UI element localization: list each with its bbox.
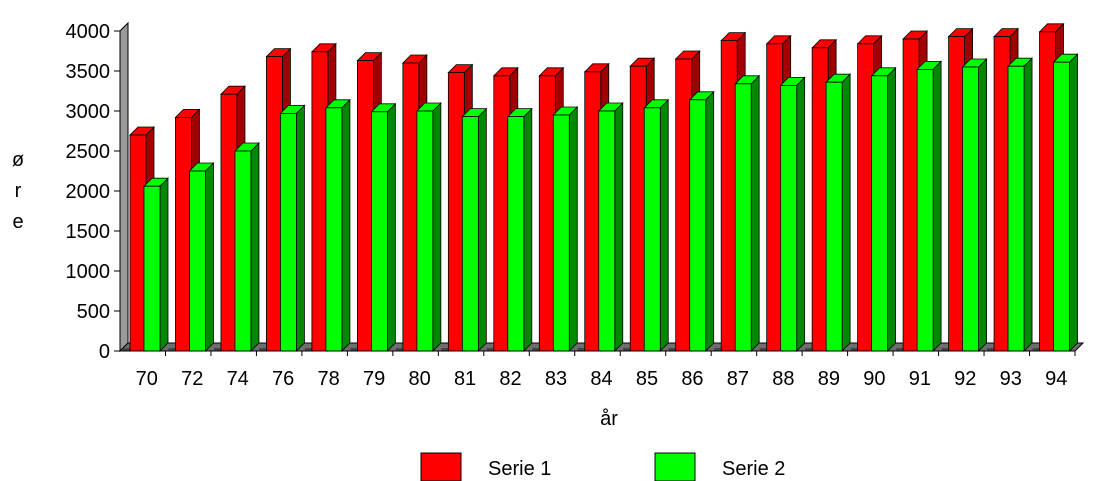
bar-serie-2 — [597, 102, 624, 352]
floor-marker — [168, 348, 179, 351]
bar-serie-2 — [415, 102, 442, 352]
legend-label: Serie 1 — [488, 458, 551, 480]
bar-serie-2 — [961, 58, 988, 352]
y-tick-label: 2000 — [66, 181, 111, 203]
floor-marker — [395, 348, 406, 351]
floor-marker — [304, 348, 315, 351]
floor-marker — [896, 348, 907, 351]
y-tick-label: 500 — [77, 301, 110, 323]
bar-serie-2 — [916, 60, 943, 352]
bar-serie-2 — [870, 66, 897, 352]
y-axis-title-letter: ø — [12, 149, 24, 171]
x-tick-label: 78 — [318, 368, 340, 390]
x-tick-label: 81 — [454, 368, 476, 390]
floor-marker — [1032, 348, 1043, 351]
x-tick-label: 89 — [818, 368, 840, 390]
bar-serie-2 — [188, 162, 215, 352]
x-tick-label: 88 — [772, 368, 794, 390]
bar-serie-2 — [552, 106, 579, 352]
x-tick-label: 76 — [272, 368, 294, 390]
x-tick-label: 82 — [499, 368, 521, 390]
bar-serie-2 — [370, 102, 397, 352]
x-tick-labels: 70 72 74 76 78 79 80 81 82 83 84 85 86 87 88 89 90 91 92 93… — [120, 350, 1076, 390]
y-tick-label: 1000 — [66, 261, 111, 283]
legend-item: Serie 1 — [420, 452, 551, 481]
floor-marker — [123, 348, 133, 351]
bar-serie-2 — [506, 107, 533, 352]
floor-marker — [714, 348, 725, 351]
legend: Serie 1 Serie 2 — [420, 452, 785, 481]
bar-serie-2 — [324, 98, 351, 352]
floor-marker — [805, 348, 816, 351]
floor-marker — [987, 348, 998, 351]
left-wall — [119, 21, 129, 353]
floor-marker — [577, 348, 588, 351]
bar-serie-2 — [461, 107, 488, 352]
y-axis-title-letter: e — [12, 211, 23, 233]
floor-marker — [941, 348, 952, 351]
y-axis-title-letter: r — [15, 180, 22, 202]
floor-marker — [350, 348, 361, 351]
floor-marker — [213, 348, 224, 351]
floor-marker — [486, 348, 497, 351]
y-tick-label: 3500 — [66, 61, 111, 83]
floor-marker — [441, 348, 452, 351]
bar-serie-2 — [825, 73, 852, 352]
x-tick-label: 86 — [681, 368, 703, 390]
bar-serie-2 — [1007, 57, 1034, 352]
bar-serie-2 — [779, 76, 806, 352]
floor-marker — [759, 348, 770, 351]
x-tick-label: 90 — [863, 368, 885, 390]
x-axis-title: år — [600, 408, 618, 430]
x-tick-label: 94 — [1045, 368, 1067, 390]
legend-label: Serie 2 — [722, 458, 785, 480]
bar-serie-2 — [143, 177, 169, 352]
x-tick-label: 87 — [727, 368, 749, 390]
legend-swatch — [420, 452, 462, 481]
bar-serie-2 — [233, 142, 260, 352]
x-tick-label: 72 — [181, 368, 203, 390]
bar-serie-2 — [279, 104, 306, 352]
y-tick-label: 0 — [99, 341, 110, 363]
y-axis-title: øre — [12, 149, 24, 233]
x-tick-label: 79 — [363, 368, 385, 390]
floor-marker — [668, 348, 679, 351]
y-tick-label: 1500 — [66, 221, 111, 243]
x-tick-label: 85 — [636, 368, 658, 390]
x-tick-label: 84 — [590, 368, 612, 390]
bar-serie-2 — [688, 90, 715, 352]
y-tick-label: 2500 — [66, 141, 111, 163]
legend-swatch — [654, 452, 696, 481]
x-tick-label: 74 — [227, 368, 249, 390]
y-tick-label: 3000 — [66, 101, 111, 123]
x-tick-label: 70 — [136, 368, 158, 390]
floor-marker — [259, 348, 270, 351]
x-tick-label: 92 — [954, 368, 976, 390]
x-tick-label: 80 — [408, 368, 430, 390]
y-tick-label: 4000 — [66, 21, 111, 43]
x-tick-label: 83 — [545, 368, 567, 390]
legend-item: Serie 2 — [654, 452, 785, 481]
x-tick-label: 93 — [1000, 368, 1022, 390]
y-tick-labels: 0 500 1000 1500 2000 2500 3000 3500 4000 — [66, 21, 120, 363]
bar-serie-2 — [1052, 53, 1079, 352]
floor-marker — [850, 348, 861, 351]
bars — [123, 22, 1079, 352]
floor-marker — [532, 348, 543, 351]
floor-marker — [623, 348, 634, 351]
x-tick-label: 91 — [909, 368, 931, 390]
bar-serie-2 — [643, 98, 670, 352]
bar-serie-2 — [734, 74, 761, 352]
